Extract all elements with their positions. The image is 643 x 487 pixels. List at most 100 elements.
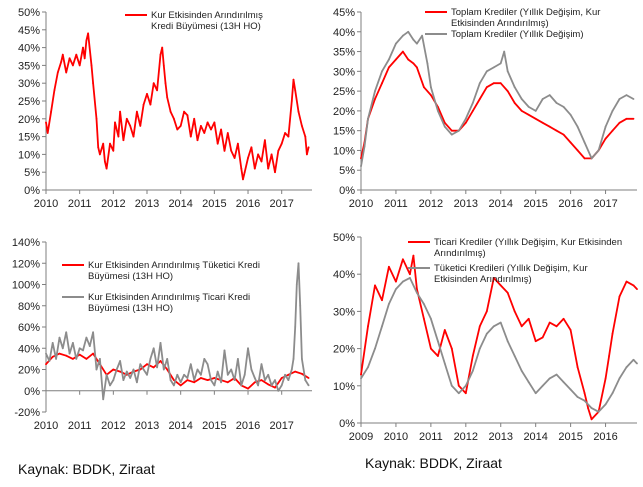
data-point [457, 392, 460, 395]
data-point [274, 171, 276, 174]
x-tick-label: 2010 [34, 420, 58, 432]
x-tick-label: 2016 [558, 198, 582, 210]
data-point [562, 133, 565, 136]
data-point [189, 135, 192, 138]
data-point [437, 110, 439, 112]
data-point [287, 373, 290, 376]
data-point [294, 370, 297, 373]
data-point [176, 128, 179, 131]
data-point [290, 100, 293, 102]
data-point [562, 106, 565, 108]
data-point [223, 149, 226, 152]
data-point [360, 377, 362, 380]
data-point [625, 94, 628, 96]
data-point [381, 82, 383, 85]
data-point [156, 89, 159, 92]
data-point [206, 363, 209, 366]
data-point [139, 125, 142, 127]
data-point [297, 110, 300, 113]
data-point [237, 358, 239, 360]
data-point [179, 125, 182, 127]
data-point [555, 129, 558, 132]
data-point [226, 373, 229, 376]
data-point [416, 66, 418, 69]
y-tick-label: 40% [333, 269, 355, 281]
data-point [82, 349, 84, 352]
data-point [85, 336, 88, 339]
x-tick-label: 2010 [34, 198, 58, 210]
data-point [280, 384, 283, 387]
legend-label-1: Kredi Büyümesi (13H HO) [151, 21, 261, 32]
data-point [395, 280, 397, 283]
data-point [597, 410, 600, 413]
x-tick-label: 2015 [523, 198, 547, 210]
data-point [527, 381, 530, 383]
data-point [146, 363, 148, 366]
data-point [152, 82, 155, 85]
source-left: Kaynak: BDDK, Ziraat [18, 461, 155, 477]
series-line-1 [360, 50, 634, 160]
data-point [513, 355, 516, 357]
data-point [632, 284, 635, 287]
data-point [164, 82, 167, 85]
data-point [416, 291, 418, 294]
data-point [513, 310, 516, 313]
x-tick-label: 2011 [68, 198, 92, 210]
x-tick-label: 2014 [168, 420, 192, 432]
data-point [478, 82, 481, 85]
data-point [583, 157, 586, 160]
data-point [45, 363, 47, 366]
data-point [636, 288, 638, 290]
data-point [307, 146, 310, 149]
y-tick-label: 40% [18, 343, 40, 355]
data-point [200, 377, 202, 379]
y-tick-label: 60% [18, 322, 40, 334]
data-point [513, 86, 516, 89]
data-point [65, 71, 68, 74]
data-point [48, 360, 51, 362]
data-point [149, 103, 152, 106]
data-point [587, 407, 589, 409]
data-point [284, 132, 286, 134]
legend-label-1: Toplam Krediler (Yıllık Değişim, Kur [451, 7, 600, 18]
data-point [115, 368, 118, 371]
legend-label-1: Kur Etkisinden Arındırılmış [151, 10, 263, 21]
data-point [464, 117, 467, 120]
data-point [485, 310, 488, 313]
data-point [166, 96, 169, 99]
data-point [72, 64, 74, 67]
data-point [82, 46, 84, 49]
data-point [139, 363, 142, 366]
legend-label-2: Kur Etkisinden Arındırılmış Ticari Kredi [88, 292, 250, 303]
x-tick-label: 2011 [419, 431, 443, 443]
data-point [233, 157, 236, 159]
data-point [51, 342, 54, 344]
data-point [216, 370, 219, 373]
legend-label-1: Arındırılmış) [434, 248, 486, 259]
x-tick-label: 2015 [558, 431, 582, 443]
y-tick-label: 40% [333, 27, 355, 39]
data-point [179, 381, 182, 384]
data-point [78, 353, 81, 356]
x-tick-label: 2013 [135, 420, 159, 432]
data-point [264, 139, 266, 142]
data-point [253, 167, 256, 170]
data-point [388, 303, 390, 305]
data-point [186, 377, 189, 379]
x-tick-label: 2012 [454, 431, 478, 443]
data-point [576, 125, 579, 128]
data-point [267, 373, 270, 376]
data-point [85, 39, 88, 42]
data-point [534, 392, 537, 395]
data-point [186, 114, 189, 117]
data-point [169, 110, 172, 113]
data-point [297, 262, 300, 265]
data-point [555, 102, 558, 104]
data-point [95, 368, 98, 371]
x-tick-label: 2013 [135, 198, 159, 210]
data-point [583, 392, 586, 395]
data-point [443, 121, 446, 124]
data-point [443, 362, 446, 365]
data-point [173, 117, 175, 120]
data-point [499, 321, 502, 324]
